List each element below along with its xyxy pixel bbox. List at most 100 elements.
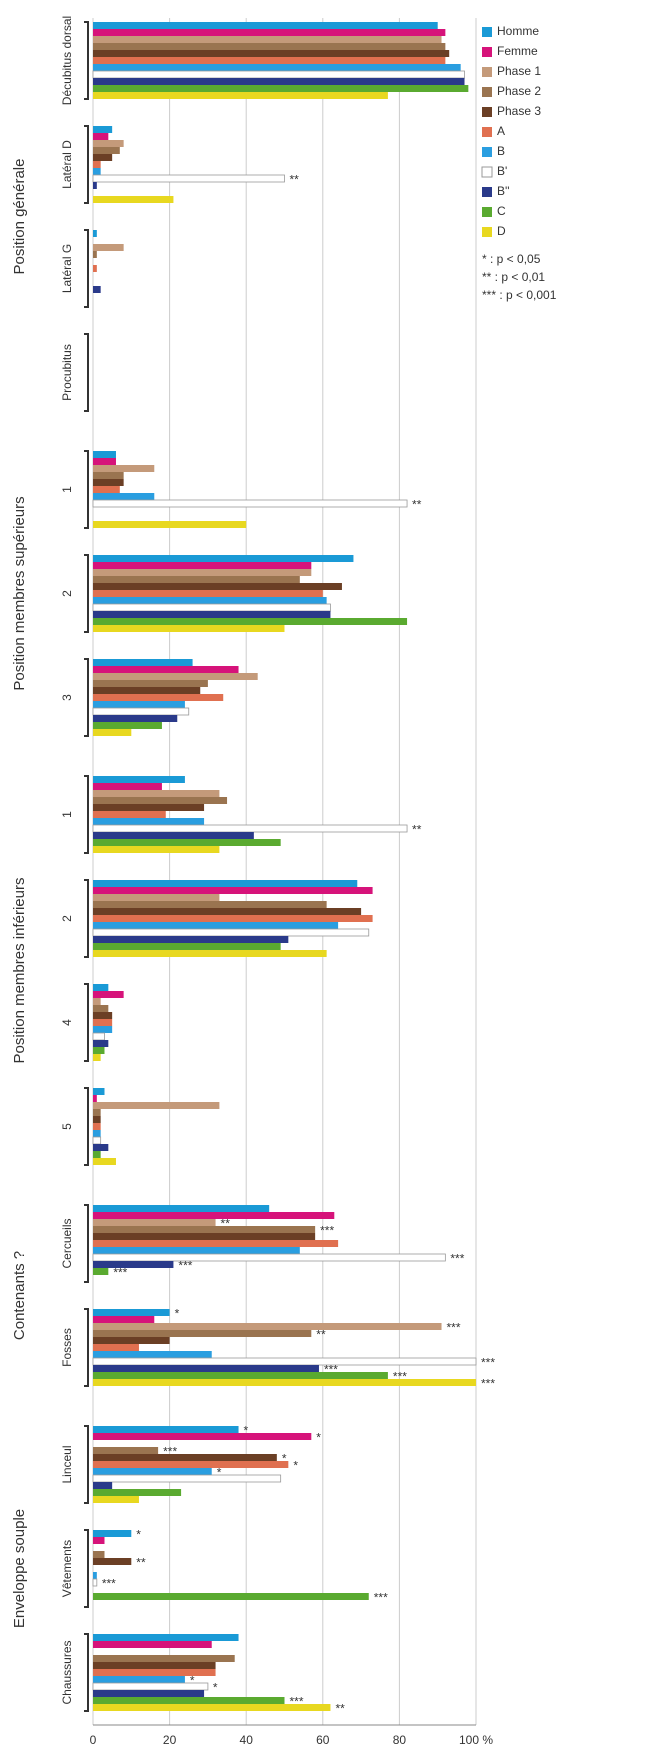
- bar: [93, 486, 120, 493]
- legend-label: C: [497, 204, 506, 218]
- bar: [93, 659, 193, 666]
- bar: [92, 1357, 477, 1366]
- category-label: Chaussures: [60, 1640, 74, 1704]
- group-label: Contenants ?: [11, 1251, 28, 1340]
- bar: [93, 1116, 101, 1123]
- bar: [92, 174, 285, 183]
- category-label: Latéral G: [60, 244, 74, 293]
- bar: [93, 597, 327, 604]
- significance: ***: [481, 1356, 495, 1370]
- bar: [93, 776, 185, 783]
- group-label: Position membres inférieurs: [11, 878, 28, 1064]
- bar: [93, 196, 174, 203]
- bar: [92, 1136, 102, 1145]
- bar: [92, 1474, 282, 1483]
- legend-swatch: [482, 127, 492, 137]
- bar: [93, 984, 109, 991]
- bar: [93, 625, 285, 632]
- bar: [93, 1690, 205, 1697]
- bar: [93, 818, 205, 825]
- significance: **: [412, 498, 422, 512]
- bar: [93, 1040, 109, 1047]
- category-label: 2: [60, 590, 74, 597]
- bar: [93, 680, 208, 687]
- bar: [92, 603, 331, 612]
- bar: [93, 140, 124, 147]
- bar: [93, 1704, 331, 1711]
- bar: [93, 722, 162, 729]
- bar: [93, 1365, 319, 1372]
- legend-label: Femme: [497, 44, 538, 58]
- bar: [93, 92, 388, 99]
- legend-swatch: [482, 207, 492, 217]
- bar: [93, 64, 461, 71]
- note: ** : p < 0,01: [482, 270, 545, 284]
- legend-label: Phase 1: [497, 64, 541, 78]
- significance: *: [316, 1431, 321, 1445]
- bar: [93, 1634, 239, 1641]
- group-label: Position générale: [11, 159, 28, 275]
- bracket: [84, 658, 89, 737]
- bar: [93, 1655, 235, 1662]
- x-tick-label: 80: [393, 1733, 407, 1747]
- category-label: 1: [60, 486, 74, 493]
- bar: [93, 1482, 113, 1489]
- significance: ***: [178, 1259, 192, 1273]
- bar: [93, 1669, 216, 1676]
- significance: **: [335, 1702, 345, 1716]
- significance: *: [244, 1424, 249, 1438]
- bar: [93, 991, 124, 998]
- legend-swatch: [482, 67, 492, 77]
- significance: *: [217, 1466, 222, 1480]
- bar: [92, 1032, 105, 1041]
- bar: [92, 707, 190, 716]
- bar: [93, 908, 362, 915]
- bar: [93, 583, 342, 590]
- legend-label: D: [497, 224, 506, 238]
- bar: [93, 729, 132, 736]
- legend-swatch: [481, 166, 493, 178]
- category-label: Linceul: [60, 1445, 74, 1483]
- bar: [92, 499, 408, 508]
- bar: [93, 1012, 113, 1019]
- bar: [93, 1433, 312, 1440]
- category-label: 3: [60, 694, 74, 701]
- legend-swatch: [482, 27, 492, 37]
- bar: [93, 694, 224, 701]
- bar: [93, 936, 289, 943]
- bracket: [84, 450, 89, 529]
- bracket: [84, 125, 89, 204]
- bar: [93, 1344, 139, 1351]
- bar: [93, 1641, 212, 1648]
- bar: [93, 1530, 132, 1537]
- bar: [93, 950, 327, 957]
- significance: *: [190, 1674, 195, 1688]
- bar: [93, 1005, 109, 1012]
- bar: [93, 998, 101, 1005]
- bar: [93, 1468, 212, 1475]
- bar: [93, 1219, 216, 1226]
- bar: [93, 783, 162, 790]
- bar: [93, 1233, 316, 1240]
- bracket: [84, 554, 89, 633]
- significance: ***: [113, 1266, 127, 1280]
- bar: [93, 168, 101, 175]
- bar: [93, 1026, 113, 1033]
- legend-label: B: [497, 144, 505, 158]
- bar: [93, 804, 205, 811]
- bar: [93, 147, 120, 154]
- bar: [93, 1372, 388, 1379]
- significance: **: [221, 1217, 231, 1231]
- bar: [93, 465, 155, 472]
- bar: [93, 887, 373, 894]
- significance: ***: [447, 1321, 461, 1335]
- bar: [93, 1551, 105, 1558]
- bracket: [84, 1087, 89, 1166]
- bracket: [84, 21, 89, 100]
- bar: [93, 1261, 174, 1268]
- legend-swatch: [482, 147, 492, 157]
- bar: [93, 1697, 285, 1704]
- bar: [93, 1054, 101, 1061]
- bar: [93, 618, 408, 625]
